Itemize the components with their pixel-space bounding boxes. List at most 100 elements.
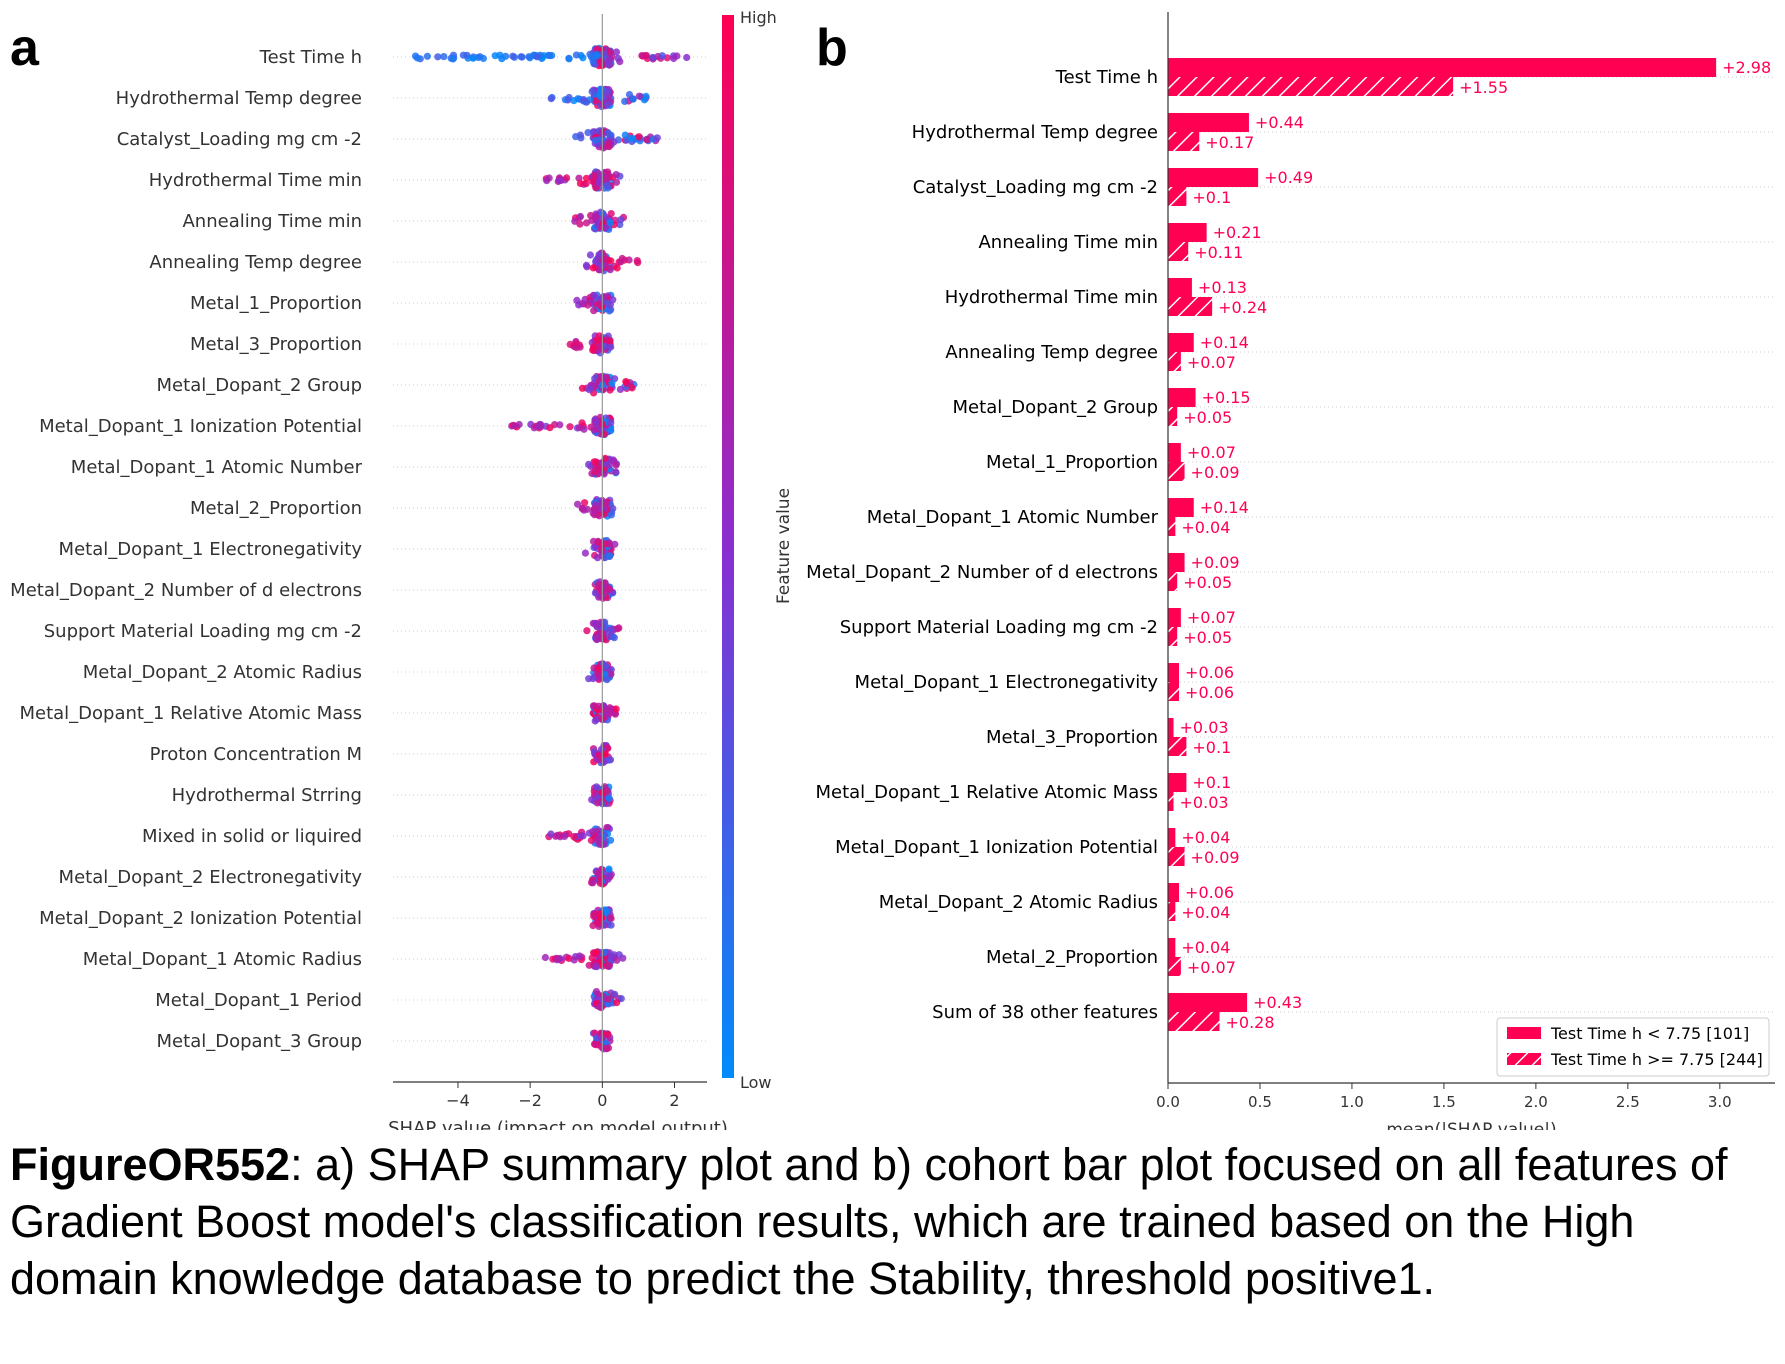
shap-dot xyxy=(598,548,606,556)
shap-dot xyxy=(545,174,553,182)
shap-dot xyxy=(603,787,611,795)
shap-dot xyxy=(622,378,630,386)
shap-dot xyxy=(593,799,601,807)
shap-dot xyxy=(589,828,597,836)
shap-dot xyxy=(553,954,561,963)
shap-dot xyxy=(595,920,604,928)
bar-cohort1-hydrothermal-temp-degree xyxy=(1168,113,1249,132)
bar-cohort2-hydrothermal-time-min xyxy=(1168,297,1213,316)
shap-dot xyxy=(606,914,614,922)
category-label-hydrothermal-time-min: Hydrothermal Time min xyxy=(945,287,1158,308)
shap-dot xyxy=(591,589,600,597)
legend-label-cohort2: Test Time h >= 7.75 [244] xyxy=(1550,1050,1763,1069)
bar-label-cohort1: +0.21 xyxy=(1213,223,1262,242)
bar-label-cohort2: +0.03 xyxy=(1180,793,1229,812)
bar-label-cohort2: +0.06 xyxy=(1185,683,1234,702)
shap-dot xyxy=(596,343,604,351)
shap-dot xyxy=(585,386,594,394)
shap-dot xyxy=(606,425,615,433)
shap-dot xyxy=(635,92,643,100)
category-label-metal-dopant-2-atomic-radius: Metal_Dopant_2 Atomic Radius xyxy=(879,892,1158,913)
shap-dot xyxy=(605,139,613,147)
shap-dot xyxy=(613,956,621,964)
shap-dot xyxy=(423,52,431,60)
shap-dot xyxy=(658,52,666,60)
shap-dot xyxy=(604,995,612,1003)
shap-dot xyxy=(606,552,614,560)
shap-dot xyxy=(603,182,611,190)
shap-dot xyxy=(608,379,616,387)
shap-dot xyxy=(491,52,499,60)
colorbar-axis-label: Feature value xyxy=(774,488,794,604)
shap-dot xyxy=(598,914,606,922)
shap-dot xyxy=(590,458,598,466)
feature-label-metal-3-proportion: Metal_3_Proportion xyxy=(190,334,362,355)
colorbar-high-label: High xyxy=(740,8,777,27)
shap-dot xyxy=(612,705,620,713)
shap-dot xyxy=(570,956,578,964)
feature-label-metal-dopant-1-period: Metal_Dopant_1 Period xyxy=(155,990,362,1011)
bar-label-cohort2: +0.11 xyxy=(1194,243,1243,262)
shap-dot xyxy=(612,171,620,179)
bar-cohort2-metal-1-proportion xyxy=(1168,462,1185,481)
shap-dot xyxy=(541,953,550,962)
shap-dot xyxy=(607,419,615,427)
feature-label-metal-1-proportion: Metal_1_Proportion xyxy=(190,293,362,314)
shap-dot xyxy=(591,717,599,725)
shap-dot xyxy=(594,870,602,878)
shap-dot xyxy=(594,538,602,546)
shap-dot xyxy=(604,1030,612,1038)
shap-dot xyxy=(606,386,614,394)
panel-letter-b: b xyxy=(816,19,848,77)
bar-cohort2-metal-2-proportion xyxy=(1168,957,1181,976)
shap-dot xyxy=(593,337,601,345)
shap-dot xyxy=(592,97,600,105)
shap-dot xyxy=(642,92,650,100)
x-axis-label: mean(|SHAP value|) xyxy=(1386,1120,1556,1130)
bar-label-cohort2: +0.1 xyxy=(1192,188,1231,207)
shap-dot xyxy=(612,461,620,469)
category-label-metal-dopant-2-group: Metal_Dopant_2 Group xyxy=(953,397,1158,418)
shap-dot xyxy=(582,261,591,269)
shap-dot xyxy=(621,97,629,105)
bar-cohort2-support-material-loading-mg-cm-2 xyxy=(1168,627,1178,646)
category-label-hydrothermal-temp-degree: Hydrothermal Temp degree xyxy=(912,122,1158,143)
shap-dot xyxy=(613,999,621,1007)
x-tick-label: 2.0 xyxy=(1524,1093,1548,1111)
shap-dot xyxy=(653,134,661,142)
bar-cohort2-annealing-temp-degree xyxy=(1168,352,1181,371)
bar-cohort1-metal-1-proportion xyxy=(1168,443,1181,462)
bar-label-cohort1: +0.09 xyxy=(1191,553,1240,572)
shap-dot xyxy=(595,674,603,683)
shap-dot xyxy=(615,624,623,632)
bar-cohort1-test-time-h xyxy=(1168,58,1717,77)
shap-dot xyxy=(533,53,541,61)
feature-label-metal-dopant-2-electronegativity: Metal_Dopant_2 Electronegativity xyxy=(59,867,363,888)
shap-dot xyxy=(596,1003,604,1011)
bar-label-cohort1: +0.13 xyxy=(1198,278,1247,297)
shap-dot xyxy=(596,93,605,101)
category-label-support-material-loading-mg-cm-2: Support Material Loading mg cm -2 xyxy=(840,617,1158,638)
shap-dot xyxy=(611,990,619,998)
bar-cohort2-metal-dopant-1-ionization-potential xyxy=(1168,847,1185,866)
legend-label-cohort1: Test Time h < 7.75 [101] xyxy=(1550,1024,1749,1043)
figure-id: FigureOR552 xyxy=(10,1139,291,1190)
bar-label-cohort1: +0.04 xyxy=(1181,828,1230,847)
shap-dot xyxy=(597,58,605,66)
feature-label-metal-dopant-1-electronegativity: Metal_Dopant_1 Electronegativity xyxy=(59,539,363,560)
shap-dot xyxy=(612,48,621,56)
shap-dot xyxy=(625,256,633,264)
shap-dot xyxy=(592,962,600,970)
bar-label-cohort2: +0.04 xyxy=(1181,903,1230,922)
shap-dot xyxy=(601,454,609,462)
shap-dot xyxy=(592,988,601,996)
x-tick-label: 0 xyxy=(597,1091,607,1110)
bar-label-cohort2: +0.07 xyxy=(1187,353,1236,372)
shap-dot xyxy=(589,509,597,517)
shap-dot xyxy=(607,921,615,929)
bar-label-cohort1: +0.03 xyxy=(1180,718,1229,737)
shap-dot xyxy=(597,745,606,754)
category-label-metal-dopant-1-electronegativity: Metal_Dopant_1 Electronegativity xyxy=(855,672,1159,693)
shap-summary-plot: Test Time h Hydrothermal Temp degree Catal… xyxy=(10,8,794,1130)
shap-dot xyxy=(411,52,420,60)
